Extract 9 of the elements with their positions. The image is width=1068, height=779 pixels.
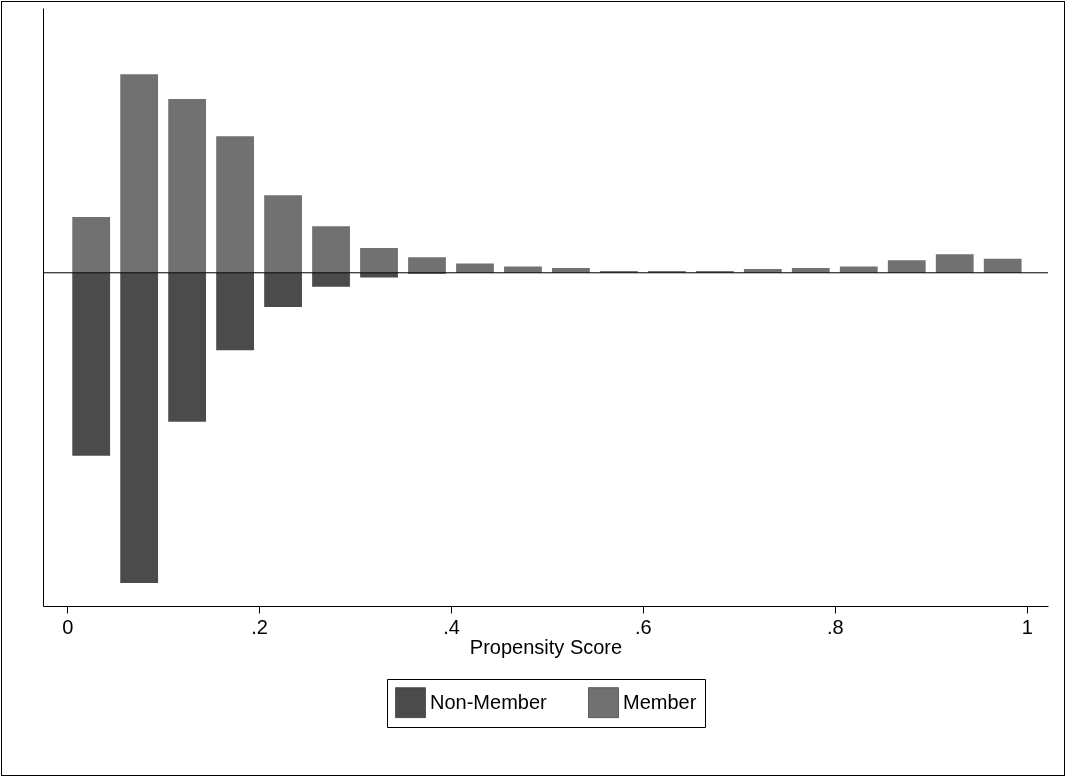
x-tick-label: .6 [635, 615, 652, 638]
x-axis-title: Propensity Score [469, 635, 623, 658]
legend-label: Non-Member [430, 690, 548, 713]
x-tick-label: 1 [1021, 615, 1033, 638]
x-tick-label: .2 [251, 615, 268, 638]
x-tick-label: .4 [443, 615, 460, 638]
legend-label: Member [623, 690, 697, 713]
x-tick-label: 0 [62, 615, 74, 638]
x-tick-label: .8 [826, 615, 844, 638]
